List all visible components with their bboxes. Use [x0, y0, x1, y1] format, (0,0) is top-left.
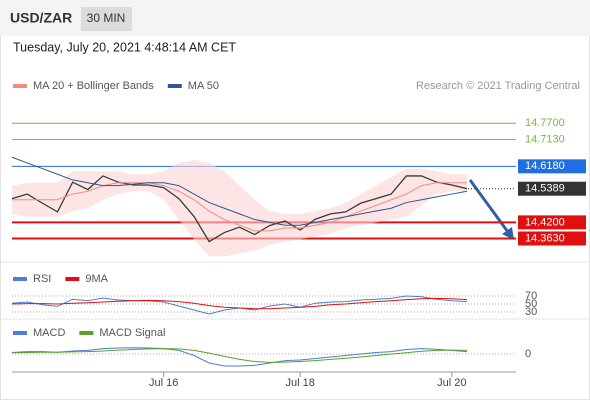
price-label: 14.7130	[525, 133, 565, 145]
x-tick-label: Jul 20	[437, 377, 466, 389]
interval-box	[81, 7, 132, 31]
series-line	[12, 182, 467, 232]
series-line	[11, 297, 468, 310]
legend-swatch	[13, 331, 27, 335]
legend-label: MACD	[33, 327, 65, 339]
x-tick-label: Jul 16	[149, 377, 178, 389]
y-tick-label: 50	[525, 298, 537, 310]
legend-swatch	[167, 84, 182, 88]
credit: Research © 2021 Trading Central	[416, 80, 580, 92]
interval: 30 MIN	[87, 11, 126, 25]
legend-swatch	[79, 331, 94, 335]
legend-label: MA 20 + Bollinger Bands	[33, 80, 154, 92]
price-label-box	[518, 231, 586, 246]
price-label: 14.6180	[525, 160, 565, 172]
timestamp: Tuesday, July 20, 2021 4:48:14 AM CET	[13, 40, 236, 54]
legend-label: MACD Signal	[99, 327, 165, 339]
forecast-arrowhead	[502, 227, 514, 240]
price-label-box	[518, 215, 586, 230]
series-line	[11, 156, 468, 226]
legend-swatch	[13, 277, 27, 281]
y-tick-label: 30	[525, 306, 537, 318]
legend-label: MA 50	[188, 80, 219, 92]
y-tick-label: 0	[525, 348, 531, 360]
price-label: 14.4200	[525, 216, 565, 228]
y-tick-label: 70	[525, 290, 537, 302]
series-line	[11, 348, 468, 363]
legend-label: RSI	[33, 273, 51, 285]
symbol: USD/ZAR	[10, 10, 72, 26]
price-label-box	[518, 181, 586, 196]
price-label: 14.7700	[525, 117, 565, 129]
price-label-box	[518, 159, 586, 174]
legend-swatch	[65, 277, 80, 281]
legend-swatch	[13, 84, 27, 88]
price-label: 14.5389	[525, 183, 565, 195]
series-line	[11, 347, 468, 367]
legend-label: 9MA	[85, 273, 108, 285]
x-tick-label: Jul 18	[285, 377, 314, 389]
price-line	[11, 175, 468, 243]
price-label: 14.3630	[525, 232, 565, 244]
